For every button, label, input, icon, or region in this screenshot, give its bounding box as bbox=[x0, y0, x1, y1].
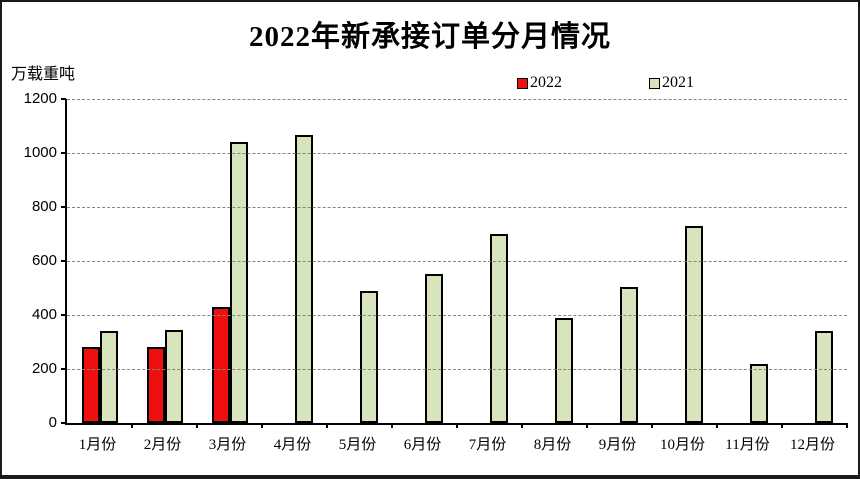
y-tick-label-1200: 1200 bbox=[23, 90, 57, 107]
x-label-6月份: 6月份 bbox=[403, 437, 442, 453]
bar-slot-2021-3月份 bbox=[229, 142, 248, 423]
x-label-5月份: 5月份 bbox=[338, 437, 377, 453]
x-axis-labels: 1月份 2月份 3月份 4月份 5月份 6月份 7月份 8月份 9月份 10月份 11月份 12月份 bbox=[65, 433, 845, 454]
legend-item-2022: 2022 bbox=[517, 74, 562, 91]
x-label-4月份: 4月份 bbox=[273, 437, 312, 453]
y-axis-unit-label: 万载重吨 bbox=[11, 66, 76, 83]
x-tick-mark-5 bbox=[391, 423, 393, 428]
bar-group-8月份 bbox=[522, 99, 587, 423]
bar-group-2月份 bbox=[132, 99, 197, 423]
y-tick-label-400: 400 bbox=[31, 306, 57, 323]
bar-2021-6月份 bbox=[424, 274, 443, 423]
bar-2021-9月份 bbox=[619, 287, 638, 423]
bar-group-5月份 bbox=[327, 99, 392, 423]
x-tick-mark-6 bbox=[456, 423, 458, 428]
bar-group-3月份 bbox=[197, 99, 262, 423]
bar-2021-3月份 bbox=[229, 142, 248, 423]
y-tick-mark-1000 bbox=[61, 152, 66, 154]
x-tick-mark-2 bbox=[196, 423, 198, 428]
gridline-200 bbox=[67, 369, 847, 370]
bar-slot-2021-2月份 bbox=[164, 330, 183, 423]
y-tick-label-200: 200 bbox=[31, 360, 57, 377]
bar-group-11月份 bbox=[717, 99, 782, 423]
bar-2022-2月份 bbox=[146, 347, 165, 423]
bar-group-7月份 bbox=[457, 99, 522, 423]
legend-label-2021: 2021 bbox=[662, 74, 694, 91]
x-label-7月份: 7月份 bbox=[468, 437, 507, 453]
plot-area bbox=[65, 99, 847, 425]
x-label-12月份: 12月份 bbox=[789, 437, 835, 453]
bar-slot-2021-5月份 bbox=[359, 291, 378, 423]
legend-item-2021: 2021 bbox=[649, 74, 694, 91]
bar-slot-2021-11月份 bbox=[749, 364, 768, 423]
bar-slot-2021-12月份 bbox=[814, 331, 833, 423]
bar-slot-2022-2月份 bbox=[146, 347, 165, 423]
x-tick-mark-12 bbox=[846, 423, 848, 428]
x-tick-mark-8 bbox=[586, 423, 588, 428]
y-tick-mark-200 bbox=[61, 368, 66, 370]
bar-slot-2021-8月份 bbox=[554, 318, 573, 423]
bar-2021-8月份 bbox=[554, 318, 573, 423]
x-tick-mark-4 bbox=[326, 423, 328, 428]
x-label-8月份: 8月份 bbox=[533, 437, 572, 453]
bar-slot-2021-7月份 bbox=[489, 234, 508, 423]
bar-2022-3月份 bbox=[211, 307, 230, 423]
bar-2021-4月份 bbox=[294, 135, 313, 423]
bar-slot-2021-9月份 bbox=[619, 287, 638, 423]
bar-2021-2月份 bbox=[164, 330, 183, 423]
bar-2021-1月份 bbox=[99, 331, 118, 423]
y-tick-label-0: 0 bbox=[48, 414, 57, 431]
x-tick-mark-7 bbox=[521, 423, 523, 428]
bar-2021-5月份 bbox=[359, 291, 378, 423]
x-label-10月份: 10月份 bbox=[659, 437, 705, 453]
bar-slot-2022-3月份 bbox=[211, 307, 230, 423]
bars-container bbox=[67, 99, 847, 423]
y-tick-label-600: 600 bbox=[31, 252, 57, 269]
bar-2021-10月份 bbox=[684, 226, 703, 423]
bar-group-6月份 bbox=[392, 99, 457, 423]
legend-swatch-2022 bbox=[517, 77, 528, 89]
x-tick-mark-9 bbox=[651, 423, 653, 428]
gridline-600 bbox=[67, 261, 847, 262]
bar-slot-2021-6月份 bbox=[424, 274, 443, 423]
bar-2021-12月份 bbox=[814, 331, 833, 423]
bar-slot-2021-4月份 bbox=[294, 135, 313, 423]
x-tick-mark-1 bbox=[131, 423, 133, 428]
y-tick-mark-600 bbox=[61, 260, 66, 262]
bar-group-1月份 bbox=[67, 99, 132, 423]
x-label-3月份: 3月份 bbox=[208, 437, 247, 453]
bar-slot-2021-1月份 bbox=[99, 331, 118, 423]
y-tick-label-1000: 1000 bbox=[23, 144, 57, 161]
y-tick-mark-1200 bbox=[61, 98, 66, 100]
y-tick-mark-800 bbox=[61, 206, 66, 208]
bar-2021-11月份 bbox=[749, 364, 768, 423]
legend-label-2022: 2022 bbox=[530, 74, 562, 91]
legend-swatch-2021 bbox=[649, 77, 660, 89]
bar-group-9月份 bbox=[587, 99, 652, 423]
y-tick-mark-0 bbox=[61, 422, 66, 424]
gridline-800 bbox=[67, 207, 847, 208]
chart-title: 2022年新承接订单分月情况 bbox=[248, 21, 611, 53]
x-tick-mark-11 bbox=[781, 423, 783, 428]
x-tick-mark-10 bbox=[716, 423, 718, 428]
x-label-2月份: 2月份 bbox=[143, 437, 182, 453]
bar-group-10月份 bbox=[652, 99, 717, 423]
y-tick-label-800: 800 bbox=[31, 198, 57, 215]
x-tick-mark-3 bbox=[261, 423, 263, 428]
bar-slot-2022-1月份 bbox=[81, 347, 100, 423]
bar-group-12月份 bbox=[782, 99, 847, 423]
x-label-1月份: 1月份 bbox=[78, 437, 117, 453]
x-label-11月份: 11月份 bbox=[725, 437, 770, 453]
bar-2022-1月份 bbox=[81, 347, 100, 423]
y-tick-mark-400 bbox=[61, 314, 66, 316]
gridline-400 bbox=[67, 315, 847, 316]
gridline-1000 bbox=[67, 153, 847, 154]
gridline-1200 bbox=[67, 99, 847, 100]
bar-slot-2021-10月份 bbox=[684, 226, 703, 423]
bar-2021-7月份 bbox=[489, 234, 508, 423]
x-label-9月份: 9月份 bbox=[598, 437, 637, 453]
